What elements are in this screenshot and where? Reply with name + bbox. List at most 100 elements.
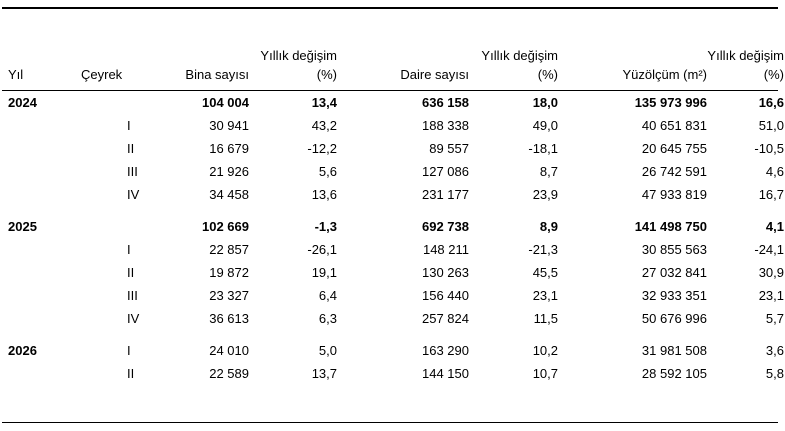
bina-change-cell: 6,3 <box>318 311 337 326</box>
header-spacer <box>337 46 469 64</box>
table-body: 2024 104 004 13,4 636 158 18,0 135 973 9… <box>2 83 784 385</box>
spacer-row <box>2 206 784 215</box>
quarter-row: IV 34 458 13,6 231 177 23,9 47 933 819 1… <box>2 183 784 206</box>
building-permit-table: Yıllık değişim Yıllık değişim Yıllık değ… <box>2 46 784 385</box>
daire-cell: 231 177 <box>422 187 469 202</box>
quarter-row: I 30 941 43,2 188 338 49,0 40 651 831 51… <box>2 114 784 137</box>
bina-change-cell: 13,7 <box>311 366 337 381</box>
year-total-row-2025: 2025 102 669 -1,3 692 738 8,9 141 498 75… <box>2 215 784 238</box>
yuzolcum-change-cell: 51,0 <box>758 118 784 133</box>
daire-cell: 163 290 <box>422 343 469 358</box>
yuzolcum-change-cell: 4,6 <box>765 164 784 179</box>
header-daire-change-line1: Yıllık değişim <box>481 48 558 63</box>
header-spacer <box>2 46 81 64</box>
yuzolcum-cell: 141 498 750 <box>634 219 707 234</box>
bina-change-cell: 13,4 <box>311 95 337 110</box>
header-bina-change-line1: Yıllık değişim <box>260 48 337 63</box>
quarter-cell: I <box>127 242 131 257</box>
bina-change-cell: 6,4 <box>318 288 337 303</box>
bina-cell: 16 679 <box>209 141 249 156</box>
quarter-row: IV 36 613 6,3 257 824 11,5 50 676 996 5,… <box>2 307 784 330</box>
yuzolcum-cell: 27 032 841 <box>641 265 707 280</box>
quarter-cell <box>81 91 133 114</box>
quarter-cell: IV <box>127 311 140 326</box>
quarter-cell: I <box>127 343 131 358</box>
quarter-cell: II <box>127 265 135 280</box>
header-spacer <box>133 46 249 64</box>
bina-change-cell: 19,1 <box>311 265 337 280</box>
quarter-row: III 23 327 6,4 156 440 23,1 32 933 351 2… <box>2 284 784 307</box>
table-header: Yıllık değişim Yıllık değişim Yıllık değ… <box>2 46 784 83</box>
header-yuz-change-line2: (%) <box>763 67 784 82</box>
yuzolcum-cell: 31 981 508 <box>641 343 707 358</box>
header-daire-change-line2: (%) <box>537 67 558 82</box>
daire-cell: 127 086 <box>422 164 469 179</box>
quarter-row: I 22 857 -26,1 148 211 -21,3 30 855 563 … <box>2 238 784 261</box>
quarter-cell: II <box>127 366 135 381</box>
bina-change-cell: -1,3 <box>314 219 337 234</box>
daire-change-cell: 8,7 <box>539 164 558 179</box>
yuzolcum-cell: 28 592 105 <box>641 366 707 381</box>
header-yuz-change-line1: Yıllık değişim <box>707 48 784 63</box>
yuzolcum-cell: 32 933 351 <box>641 288 707 303</box>
header-building-count: Bina sayısı <box>185 67 249 82</box>
header-spacer <box>558 46 707 64</box>
bina-cell: 22 589 <box>209 366 249 381</box>
bina-change-cell: 5,6 <box>318 164 337 179</box>
bina-cell: 23 327 <box>209 288 249 303</box>
year-cell: 2024 <box>8 95 37 110</box>
quarter-row: III 21 926 5,6 127 086 8,7 26 742 591 4,… <box>2 160 784 183</box>
daire-change-cell: -21,3 <box>528 242 558 257</box>
bina-cell: 36 613 <box>209 311 249 326</box>
yuzolcum-cell: 40 651 831 <box>641 118 707 133</box>
yuzolcum-change-cell: 5,8 <box>765 366 784 381</box>
bina-cell: 30 941 <box>209 118 249 133</box>
header-row-top: Yıllık değişim Yıllık değişim Yıllık değ… <box>2 46 784 64</box>
bina-change-cell: 5,0 <box>318 343 337 358</box>
daire-cell: 130 263 <box>422 265 469 280</box>
daire-cell: 188 338 <box>422 118 469 133</box>
yuzolcum-change-cell: 4,1 <box>765 219 784 234</box>
daire-change-cell: 11,5 <box>533 311 558 326</box>
year-row-2026: 2026 I 24 010 5,0 163 290 10,2 31 981 50… <box>2 339 784 362</box>
yuzolcum-change-cell: 30,9 <box>758 265 784 280</box>
header-bina-change-line2: (%) <box>316 67 337 82</box>
quarter-cell: III <box>127 164 138 179</box>
daire-cell: 148 211 <box>422 242 469 257</box>
yuzolcum-change-cell: 23,1 <box>758 288 784 303</box>
daire-cell: 89 557 <box>429 141 469 156</box>
yuzolcum-change-cell: 16,6 <box>758 95 784 110</box>
header-row-bottom: Yıl Çeyrek Bina sayısı (%) Daire sayısı … <box>2 64 784 83</box>
yuzolcum-change-cell: 5,7 <box>765 311 784 326</box>
yuzolcum-change-cell: 3,6 <box>765 343 784 358</box>
bina-change-cell: 13,6 <box>311 187 337 202</box>
quarter-cell: II <box>127 141 135 156</box>
daire-cell: 257 824 <box>422 311 469 326</box>
daire-cell: 156 440 <box>422 288 469 303</box>
year-cell: 2026 <box>8 343 37 358</box>
header-floor-area: Yüzölçüm (m²) <box>622 67 707 82</box>
bina-change-cell: -12,2 <box>307 141 337 156</box>
yuzolcum-change-cell: 16,7 <box>758 187 784 202</box>
daire-change-cell: 45,5 <box>532 265 558 280</box>
daire-change-cell: 10,2 <box>532 343 558 358</box>
quarter-row: II 22 589 13,7 144 150 10,7 28 592 105 5… <box>2 362 784 385</box>
quarter-row: II 19 872 19,1 130 263 45,5 27 032 841 3… <box>2 261 784 284</box>
yuzolcum-cell: 26 742 591 <box>641 164 707 179</box>
bina-change-cell: 43,2 <box>311 118 337 133</box>
bina-cell: 22 857 <box>209 242 249 257</box>
daire-change-cell: 10,7 <box>532 366 558 381</box>
quarter-cell: IV <box>127 187 140 202</box>
daire-change-cell: 49,0 <box>532 118 558 133</box>
quarter-cell <box>81 215 133 238</box>
spacer-row <box>2 83 784 91</box>
bina-cell: 34 458 <box>209 187 249 202</box>
header-dwelling-count: Daire sayısı <box>400 67 469 82</box>
year-total-row-2024: 2024 104 004 13,4 636 158 18,0 135 973 9… <box>2 91 784 114</box>
yuzolcum-change-cell: -10,5 <box>754 141 784 156</box>
bottom-rule <box>2 422 778 423</box>
quarter-row: II 16 679 -12,2 89 557 -18,1 20 645 755 … <box>2 137 784 160</box>
daire-change-cell: 18,0 <box>532 95 558 110</box>
yuzolcum-cell: 20 645 755 <box>641 141 707 156</box>
